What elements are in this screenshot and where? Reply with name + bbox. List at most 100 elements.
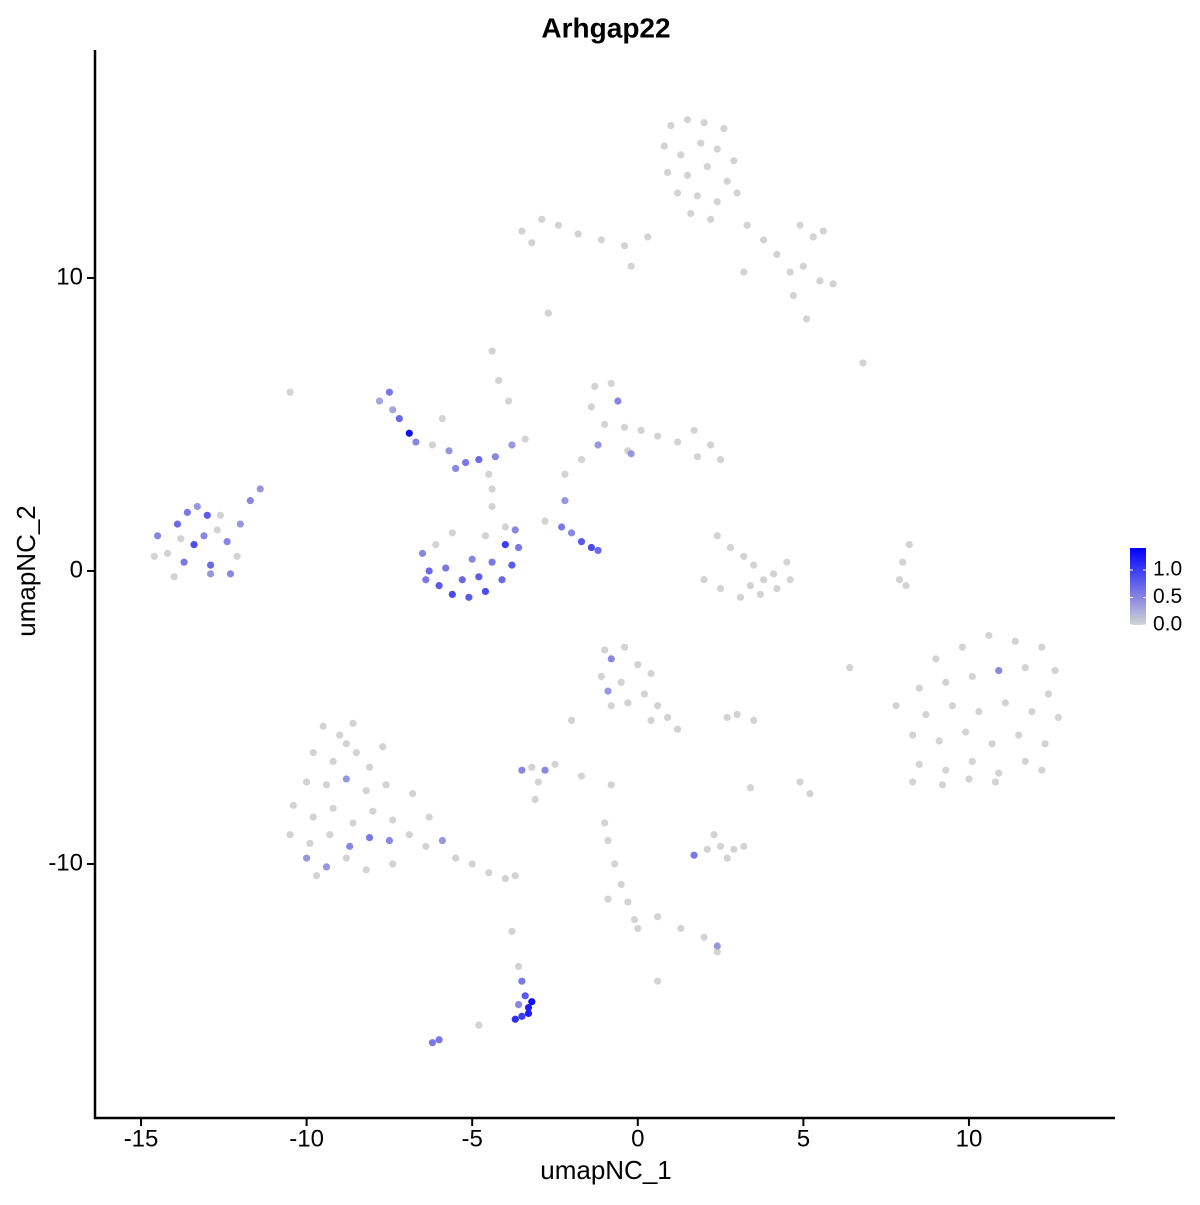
point <box>385 836 394 845</box>
point <box>422 842 430 850</box>
point <box>498 576 506 584</box>
point <box>654 432 662 440</box>
point <box>909 778 917 786</box>
point <box>902 582 910 590</box>
point <box>1028 708 1036 716</box>
point <box>432 540 440 549</box>
point <box>551 760 559 768</box>
point <box>773 250 781 259</box>
point <box>190 540 198 549</box>
point <box>365 763 374 771</box>
point <box>488 347 496 355</box>
point <box>475 573 483 581</box>
point <box>475 456 483 464</box>
x-tick-label: 0 <box>631 1125 644 1152</box>
point <box>567 529 576 537</box>
point <box>342 740 350 748</box>
point <box>713 948 721 956</box>
point <box>617 678 625 686</box>
point <box>604 836 612 845</box>
point <box>587 403 596 411</box>
colorbar-label: 1.0 <box>1153 558 1182 581</box>
chart-title: Arhgap22 <box>541 12 670 43</box>
point <box>713 145 721 153</box>
point <box>306 839 314 848</box>
point <box>329 757 337 766</box>
point <box>405 429 413 437</box>
point <box>740 842 748 850</box>
point <box>789 291 798 300</box>
point <box>829 280 837 288</box>
point <box>246 497 254 505</box>
point <box>637 426 645 434</box>
point <box>607 781 615 789</box>
point <box>528 763 536 771</box>
point <box>690 851 698 859</box>
point <box>511 872 519 880</box>
point <box>233 552 241 560</box>
point <box>654 702 662 710</box>
point <box>518 977 526 985</box>
point <box>150 552 158 560</box>
point <box>740 268 748 276</box>
point <box>518 227 526 235</box>
point <box>382 781 390 789</box>
point <box>577 772 586 780</box>
point <box>667 121 675 130</box>
point <box>647 669 655 678</box>
point <box>408 790 417 798</box>
y-axis-label: umapNC_2 <box>11 505 41 637</box>
point <box>226 570 235 578</box>
point <box>1038 643 1046 651</box>
point <box>654 913 662 921</box>
point <box>385 388 394 396</box>
point <box>425 567 433 575</box>
point <box>624 898 632 906</box>
point <box>405 831 413 839</box>
point <box>422 576 430 584</box>
point <box>942 678 950 686</box>
point <box>743 221 751 229</box>
point <box>349 719 357 727</box>
point <box>905 540 913 549</box>
point <box>846 664 854 672</box>
point <box>968 672 976 681</box>
point <box>538 215 546 223</box>
y-tick-label: 0 <box>70 556 83 583</box>
point <box>468 555 476 563</box>
point <box>309 813 317 821</box>
point <box>541 517 549 525</box>
point <box>733 710 741 719</box>
point <box>713 532 721 540</box>
point <box>511 1015 519 1023</box>
point <box>312 872 321 880</box>
point <box>1041 740 1049 748</box>
point <box>177 535 185 543</box>
point <box>501 523 509 531</box>
point <box>521 435 529 443</box>
point <box>349 819 357 827</box>
point <box>700 119 708 127</box>
point <box>365 833 374 842</box>
point <box>816 277 824 285</box>
point <box>647 716 655 724</box>
point <box>442 564 450 572</box>
point <box>750 561 758 569</box>
point <box>995 769 1003 777</box>
x-tick-label: 5 <box>797 1125 810 1152</box>
point <box>796 221 804 229</box>
point <box>769 570 778 578</box>
point <box>713 942 721 950</box>
point <box>524 1009 533 1017</box>
point <box>418 549 427 557</box>
point <box>488 485 496 493</box>
point <box>574 230 582 238</box>
point <box>561 497 569 505</box>
point <box>322 863 331 871</box>
point <box>958 643 966 651</box>
point <box>597 236 605 244</box>
point <box>687 209 695 218</box>
point <box>362 866 370 874</box>
point <box>707 441 715 449</box>
